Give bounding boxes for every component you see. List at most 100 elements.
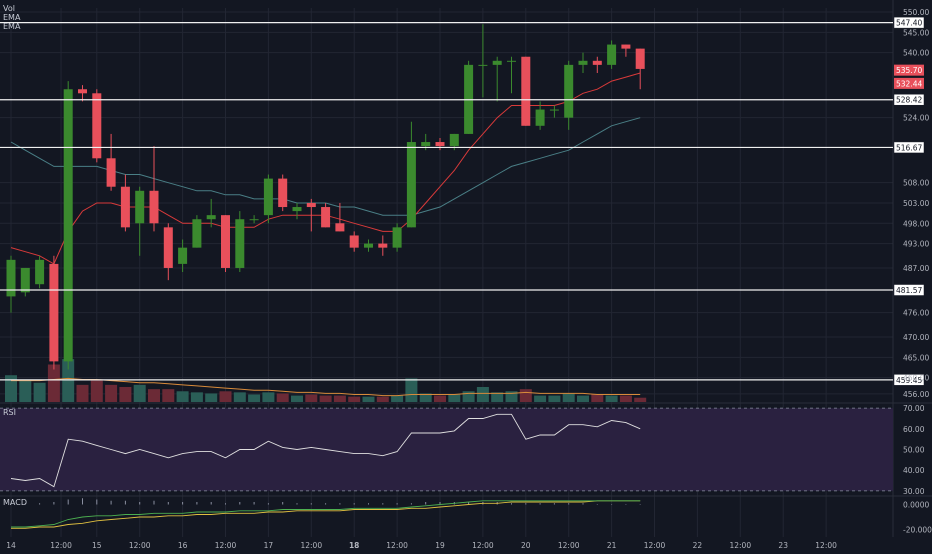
candle-body[interactable] [449, 133, 459, 147]
candle-body[interactable] [49, 263, 59, 362]
time-tick-label: 12:00 [729, 541, 751, 550]
candle-body[interactable] [435, 142, 445, 147]
candle-body[interactable] [106, 158, 116, 187]
macd-histogram-bar [153, 500, 155, 505]
candle-body[interactable] [607, 44, 617, 65]
candle-body[interactable] [149, 190, 159, 224]
candle-body[interactable] [178, 247, 188, 264]
volume-bar [476, 387, 489, 402]
candle-body[interactable] [278, 178, 288, 208]
candle-body[interactable] [235, 219, 245, 268]
volume-bar [577, 395, 589, 402]
rsi-line [10, 413, 641, 488]
candle-body[interactable] [78, 89, 87, 94]
price-tick-label: 487.00 [903, 264, 929, 273]
price-tick-label: 465.00 [903, 353, 929, 362]
candle-body[interactable] [635, 48, 645, 69]
candle-body[interactable] [206, 215, 216, 220]
volume-bar [634, 397, 647, 402]
time-tick-label: 12:00 [215, 541, 237, 550]
time-tick-label: 12:00 [815, 541, 837, 550]
price-axis[interactable]: 550.00 545.00 540.00 524.00 508.00 503.00 498.… [894, 8, 932, 535]
candle-body[interactable] [263, 178, 273, 216]
candle-body[interactable] [35, 259, 45, 285]
candle-body[interactable] [521, 56, 531, 126]
candle-body[interactable] [478, 64, 488, 66]
volume-bar [491, 392, 504, 402]
volume-bar [419, 393, 432, 402]
candle-body[interactable] [92, 93, 102, 159]
candle-body[interactable] [192, 219, 202, 248]
candle-body[interactable] [63, 89, 73, 362]
level-badge [893, 284, 925, 296]
volume-bar [105, 384, 118, 402]
candlesticks[interactable] [6, 24, 645, 370]
candle-body[interactable] [507, 60, 516, 62]
level-label: 459.45 [896, 376, 922, 385]
candle-body[interactable] [549, 109, 559, 111]
candle-body[interactable] [306, 202, 316, 208]
time-tick-label: 20 [521, 541, 531, 550]
candle-body[interactable] [321, 207, 331, 228]
horizontal-levels[interactable]: 547.40 528.42 516.67 481.57 459.45 [0, 16, 925, 386]
volume-bar [591, 394, 604, 402]
volume-bar [5, 375, 17, 402]
volume-bar [90, 380, 103, 402]
price-tick-label: 456.00 [903, 390, 929, 399]
volume-bar [133, 384, 146, 402]
macd-histogram-bar [353, 503, 355, 505]
macd-histogram-bar [267, 503, 269, 505]
candle-body[interactable] [406, 142, 416, 228]
macd-histogram-bar [139, 502, 141, 505]
macd-histogram-bar [124, 500, 126, 505]
macd-histogram-bar [24, 503, 26, 505]
candle-body[interactable] [578, 60, 588, 65]
level-label: 528.42 [896, 96, 922, 105]
price-tick-label: 545.00 [903, 28, 929, 37]
time-tick-label: 17 [264, 541, 274, 550]
candle-body[interactable] [120, 186, 130, 228]
candle-body[interactable] [335, 223, 345, 232]
time-tick-label: 21 [607, 541, 617, 550]
candle-body[interactable] [163, 227, 173, 268]
macd-tick-label: 0.0000 [903, 501, 929, 510]
price-badge [894, 77, 924, 89]
candle-body[interactable] [621, 44, 631, 49]
candle-body[interactable] [364, 243, 373, 248]
candle-body[interactable] [6, 259, 16, 297]
price-tick-label: 508.00 [903, 179, 929, 188]
price-tick-label: 470.00 [903, 333, 929, 342]
time-axis[interactable]: 14 12:00 15 12:00 16 12:00 17 12:00 18 12:00 19 12:… [6, 541, 837, 550]
candle-body[interactable] [292, 207, 302, 212]
macd-histogram-bar [110, 500, 112, 505]
candle-body[interactable] [349, 235, 359, 248]
time-tick-label: 16 [178, 541, 188, 550]
candle-body[interactable] [135, 190, 145, 224]
candle-body[interactable] [592, 60, 602, 65]
macd-histogram-bar [553, 503, 555, 505]
volume-bar [19, 380, 32, 402]
time-tick-label: 12:00 [644, 541, 666, 550]
rsi-tick-label: 40.00 [903, 466, 925, 475]
time-tick-label: 15 [92, 541, 102, 550]
rsi-band-fill [0, 408, 893, 491]
candle-body[interactable] [20, 267, 30, 293]
candle-body[interactable] [421, 142, 431, 147]
candle-body[interactable] [378, 243, 388, 248]
macd-histogram-bar [96, 499, 98, 505]
candle-body[interactable] [392, 227, 402, 248]
candle-body[interactable] [221, 215, 230, 268]
volume-bar [362, 396, 375, 402]
legend-volume: Vol [3, 4, 15, 13]
candle-body[interactable] [564, 64, 574, 118]
volume-bar [33, 382, 46, 402]
price-tick-label: 540.00 [903, 49, 929, 58]
macd-histogram-bar [67, 499, 69, 505]
candle-body[interactable] [249, 219, 259, 221]
candle-body[interactable] [535, 109, 545, 126]
candle-body[interactable] [492, 60, 502, 65]
volume-bar [505, 391, 518, 402]
rsi-tick-label: 70.00 [903, 404, 925, 413]
